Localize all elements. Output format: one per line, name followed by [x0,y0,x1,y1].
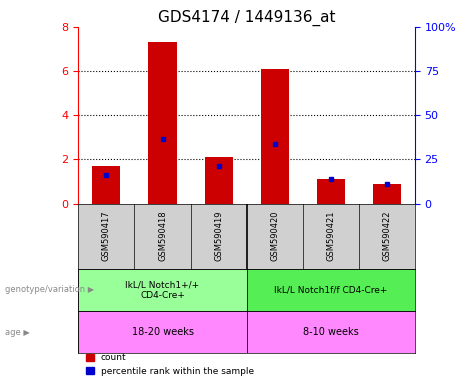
Text: GSM590417: GSM590417 [102,211,111,262]
Bar [373,184,401,204]
Title: GDS4174 / 1449136_at: GDS4174 / 1449136_at [158,9,336,25]
Text: GSM590419: GSM590419 [214,211,223,262]
Text: age ▶: age ▶ [5,328,30,337]
Legend: count, percentile rank within the sample: count, percentile rank within the sample [83,350,258,379]
Bar [247,269,415,311]
Text: genotype/variation ▶: genotype/variation ▶ [5,285,94,295]
Text: GSM590418: GSM590418 [158,211,167,262]
Text: GSM590422: GSM590422 [382,211,391,262]
Bar [148,42,177,204]
Bar [205,157,233,204]
Text: IkL/L Notch1f/f CD4-Cre+: IkL/L Notch1f/f CD4-Cre+ [274,285,387,295]
Text: GSM590421: GSM590421 [326,211,335,262]
Bar [92,166,120,204]
Text: IkL/L Notch1+/+
CD4-Cre+: IkL/L Notch1+/+ CD4-Cre+ [125,280,200,300]
Text: GSM590420: GSM590420 [270,211,279,262]
Bar [78,269,247,311]
Text: 8-10 weeks: 8-10 weeks [303,327,359,337]
Text: 18-20 weeks: 18-20 weeks [131,327,194,337]
Bar [317,179,345,204]
Bar [247,311,415,353]
Bar [260,69,289,204]
Bar [78,311,247,353]
